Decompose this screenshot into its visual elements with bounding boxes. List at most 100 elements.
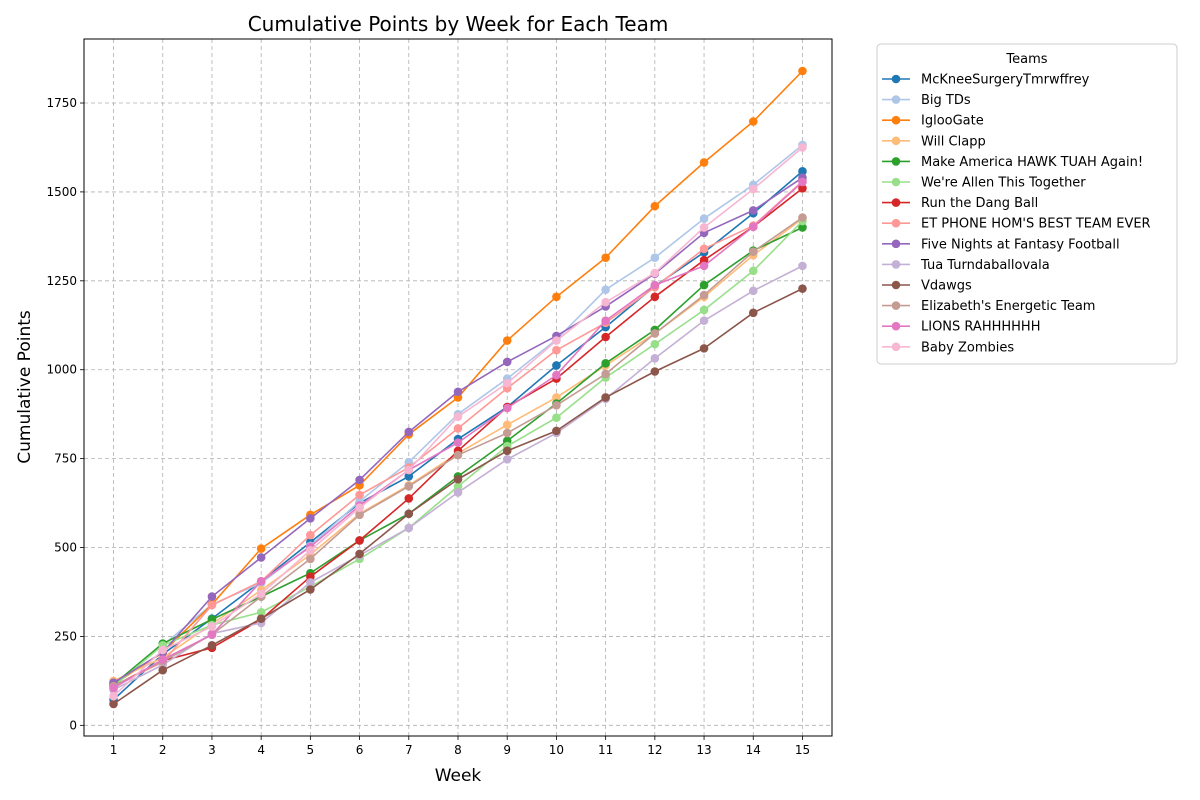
data-point: [502, 420, 512, 430]
legend-marker: [891, 95, 901, 104]
data-point: [355, 549, 364, 559]
x-tick-label: 8: [454, 743, 462, 757]
legend-label: Tua Turndaballovala: [920, 258, 1050, 273]
x-tick-label: 6: [356, 743, 364, 757]
legend-label: Elizabeth's Energetic Team: [921, 299, 1095, 314]
legend-item: Run the Dang Ball: [882, 196, 1038, 211]
data-point: [650, 201, 660, 211]
data-point: [207, 622, 217, 631]
x-tick-label: 7: [405, 743, 413, 757]
y-tick-label: 1000: [46, 363, 77, 377]
legend-marker: [891, 342, 901, 352]
series-group: [109, 177, 807, 693]
legend-marker: [891, 239, 901, 249]
data-point: [355, 490, 364, 500]
legend-item: Five Nights at Fantasy Football: [882, 237, 1120, 252]
legend-item: Tua Turndaballovala: [882, 258, 1050, 273]
x-tick-label: 12: [647, 743, 662, 757]
data-point: [404, 509, 414, 519]
data-point: [158, 655, 168, 664]
data-point: [650, 253, 660, 263]
data-point: [502, 455, 512, 464]
legend-label: Run the Dang Ball: [921, 196, 1038, 211]
data-point: [798, 284, 807, 293]
data-point: [601, 332, 610, 342]
data-point: [798, 143, 807, 152]
legend-item: Elizabeth's Energetic Team: [882, 299, 1095, 314]
data-point: [798, 166, 807, 176]
legend-label: Will Clapp: [921, 134, 986, 149]
y-axis-label: Cumulative Points: [15, 310, 35, 464]
series-group: [109, 143, 807, 701]
legend-marker: [891, 280, 901, 290]
legend-items: McKneeSurgeryTmrwffrey Big TDs IglooGate Wi…: [882, 73, 1151, 355]
y-tick-label: 1750: [46, 96, 77, 110]
legend-marker: [891, 321, 901, 331]
data-point: [207, 600, 217, 610]
data-point: [453, 438, 463, 447]
legend-item: IglooGate: [882, 114, 984, 129]
y-tick-label: 1250: [46, 274, 77, 288]
data-point: [453, 387, 463, 397]
data-point: [699, 344, 709, 353]
data-point: [502, 428, 512, 438]
data-point: [355, 475, 364, 485]
data-point: [748, 117, 758, 126]
legend-item: We're Allen This Together: [882, 176, 1086, 191]
x-tick-label: 2: [159, 743, 167, 757]
data-point: [699, 280, 709, 290]
data-point: [552, 345, 561, 355]
data-point: [601, 253, 610, 263]
data-point: [502, 357, 512, 367]
legend-marker: [891, 218, 901, 228]
data-point: [748, 286, 758, 296]
data-point: [404, 494, 414, 503]
data-point: [502, 336, 512, 345]
data-point: [798, 261, 807, 271]
data-point: [109, 691, 118, 701]
legend-marker: [891, 157, 901, 166]
legend-item: ET PHONE HOM'S BEST TEAM EVER: [882, 217, 1151, 232]
data-point: [453, 474, 463, 484]
y-tick-label: 500: [54, 541, 77, 555]
data-point: [158, 665, 168, 675]
data-point: [699, 158, 709, 167]
data-point: [699, 214, 709, 223]
data-point: [601, 285, 610, 295]
data-point: [798, 184, 807, 193]
legend-marker: [891, 260, 901, 269]
data-point: [256, 577, 266, 586]
legend-label: Vdawgs: [921, 279, 972, 294]
legend-item: LIONS RAHHHHHH: [882, 320, 1040, 335]
data-point: [453, 488, 463, 497]
y-tick-label: 250: [54, 629, 77, 643]
data-point: [601, 316, 610, 325]
data-point: [552, 361, 561, 370]
data-point: [650, 339, 660, 349]
legend-item: Big TDs: [882, 93, 971, 108]
legend-item: Make America HAWK TUAH Again!: [882, 155, 1143, 170]
data-point: [207, 641, 217, 650]
data-point: [502, 446, 512, 456]
legend-label: Baby Zombies: [921, 340, 1014, 355]
data-point: [306, 585, 315, 594]
legend-title: Teams: [1005, 52, 1047, 67]
legend-item: Baby Zombies: [882, 340, 1014, 355]
x-tick-label: 11: [598, 743, 613, 757]
series-group: [109, 284, 807, 709]
data-point: [552, 370, 561, 380]
data-point: [798, 177, 807, 187]
data-point: [601, 393, 610, 402]
series-group: [109, 213, 807, 691]
data-point: [502, 378, 512, 388]
x-axis-label: Week: [435, 766, 482, 786]
data-point: [748, 308, 758, 318]
legend-label: LIONS RAHHHHHH: [921, 320, 1040, 335]
data-point: [699, 290, 709, 300]
data-point: [502, 403, 512, 413]
data-point: [453, 482, 463, 491]
data-point: [306, 554, 315, 564]
legend-label: Big TDs: [921, 93, 971, 108]
data-point: [355, 510, 364, 520]
